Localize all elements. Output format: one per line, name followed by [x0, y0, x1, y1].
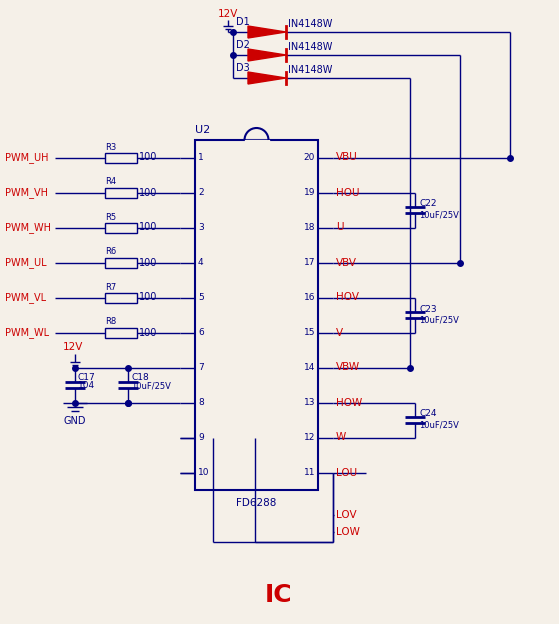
Bar	[195, 140, 318, 490]
Text: 10uF/25V: 10uF/25V	[419, 316, 459, 324]
Bar	[105, 223, 137, 233]
Text: R5: R5	[105, 213, 116, 222]
Text: FD6288: FD6288	[236, 498, 277, 508]
Bar	[105, 187, 137, 198]
Text: 14: 14	[304, 363, 315, 372]
Text: GND: GND	[64, 416, 86, 426]
Text: PWM_VH: PWM_VH	[5, 187, 48, 198]
Bar	[105, 258, 137, 268]
Bar	[105, 152, 137, 162]
Text: 9: 9	[198, 433, 203, 442]
Text: U2: U2	[195, 125, 210, 135]
Text: 12: 12	[304, 433, 315, 442]
Text: IN4148W: IN4148W	[288, 65, 333, 75]
Text: 100: 100	[139, 223, 158, 233]
Text: R3: R3	[105, 142, 116, 152]
Text: C17: C17	[78, 373, 96, 381]
Text: 100: 100	[139, 328, 158, 338]
Text: PWM_WH: PWM_WH	[5, 222, 51, 233]
Text: IN4148W: IN4148W	[288, 42, 333, 52]
Text: 100: 100	[139, 258, 158, 268]
Text: C23: C23	[419, 305, 437, 313]
Text: C18: C18	[131, 373, 149, 381]
Text: 13: 13	[304, 398, 315, 407]
Text: PWM_VL: PWM_VL	[5, 292, 46, 303]
Text: IN4148W: IN4148W	[288, 19, 333, 29]
Text: 10uF/25V: 10uF/25V	[419, 210, 459, 220]
Polygon shape	[248, 49, 286, 61]
Text: C22: C22	[419, 200, 437, 208]
Text: VBU: VBU	[336, 152, 358, 162]
Text: 17: 17	[304, 258, 315, 267]
Text: W: W	[336, 432, 346, 442]
Text: 104: 104	[78, 381, 95, 391]
Text: R8: R8	[105, 318, 116, 326]
Text: R7: R7	[105, 283, 116, 291]
Text: D3: D3	[236, 63, 250, 73]
Text: U: U	[336, 223, 343, 233]
Text: VBW: VBW	[336, 363, 360, 373]
Text: 100: 100	[139, 187, 158, 198]
Text: R4: R4	[105, 177, 116, 187]
Text: LOU: LOU	[336, 467, 357, 477]
Text: 100: 100	[139, 293, 158, 303]
Text: PWM_WL: PWM_WL	[5, 327, 49, 338]
Text: 10: 10	[198, 468, 210, 477]
Polygon shape	[248, 72, 286, 84]
Text: HOV: HOV	[336, 293, 359, 303]
Text: IC: IC	[265, 583, 293, 607]
Bar	[105, 293, 137, 303]
Text: 8: 8	[198, 398, 203, 407]
Bar	[105, 328, 137, 338]
Text: LOV: LOV	[336, 510, 357, 520]
Text: 11: 11	[304, 468, 315, 477]
Text: V: V	[336, 328, 343, 338]
Text: HOU: HOU	[336, 187, 359, 198]
Text: 10uF/25V: 10uF/25V	[419, 421, 459, 429]
Text: 16: 16	[304, 293, 315, 302]
Text: 15: 15	[304, 328, 315, 337]
Text: LOW: LOW	[336, 527, 360, 537]
Text: 20: 20	[304, 153, 315, 162]
Text: PWM_UH: PWM_UH	[5, 152, 49, 163]
Text: D2: D2	[236, 40, 250, 50]
Text: 4: 4	[198, 258, 203, 267]
Text: D1: D1	[236, 17, 250, 27]
Text: 3: 3	[198, 223, 203, 232]
Text: 2: 2	[198, 188, 203, 197]
Text: C24: C24	[419, 409, 437, 419]
Text: VBV: VBV	[336, 258, 357, 268]
Text: 18: 18	[304, 223, 315, 232]
Text: 19: 19	[304, 188, 315, 197]
Text: 12V: 12V	[63, 343, 83, 353]
Polygon shape	[248, 26, 286, 38]
Text: 1: 1	[198, 153, 203, 162]
Text: HOW: HOW	[336, 397, 362, 407]
Text: 12V: 12V	[218, 9, 238, 19]
Text: PWM_UL: PWM_UL	[5, 257, 46, 268]
Text: 10uF/25V: 10uF/25V	[131, 381, 171, 391]
Text: 6: 6	[198, 328, 203, 337]
Text: 5: 5	[198, 293, 203, 302]
Text: 7: 7	[198, 363, 203, 372]
Text: 100: 100	[139, 152, 158, 162]
Text: R6: R6	[105, 248, 116, 256]
